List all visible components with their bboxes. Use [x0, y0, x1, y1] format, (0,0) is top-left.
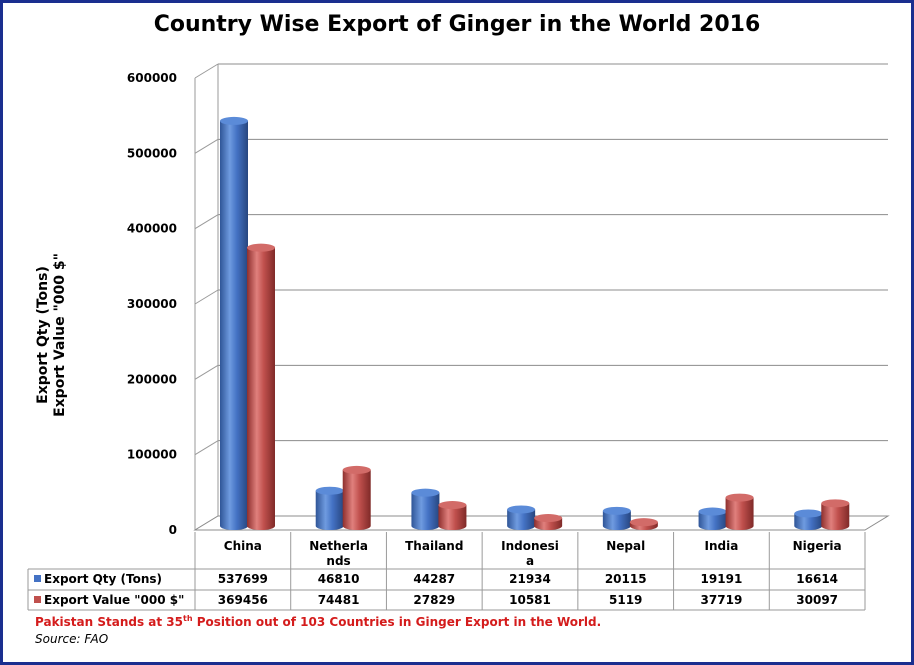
bar-top [507, 505, 536, 514]
bar-export-value [534, 514, 563, 530]
bar-export-qty [315, 486, 344, 530]
bar-top [821, 499, 850, 508]
y-tick-label: 400000 [127, 222, 177, 236]
data-label: 30097 [796, 593, 838, 607]
bar-top [534, 514, 563, 523]
bar-top [698, 507, 727, 516]
y-tick-label: 500000 [127, 146, 177, 160]
bar-top [411, 488, 440, 497]
data-label: 21934 [509, 572, 551, 586]
bar-export-value [725, 493, 754, 530]
category-label: China [224, 539, 262, 553]
source-note: Source: FAO [35, 632, 109, 646]
bar-top [794, 509, 823, 518]
legend-label: Export Qty (Tons) [44, 572, 162, 586]
legend-key [34, 575, 41, 582]
category-label: Nigeria [793, 539, 842, 553]
data-label: 19191 [701, 572, 743, 586]
bar-top [247, 243, 275, 252]
data-label: 16614 [796, 572, 838, 586]
data-label: 74481 [318, 593, 360, 607]
bar-export-qty [698, 507, 727, 530]
bar-top [220, 116, 248, 125]
data-label: 37719 [701, 593, 743, 607]
bar-top [315, 486, 344, 495]
bar-body [247, 247, 275, 530]
data-label: 10581 [509, 593, 551, 607]
bar-export-qty [507, 505, 536, 530]
data-label: 46810 [318, 572, 360, 586]
data-label: 537699 [218, 572, 268, 586]
bar-body [315, 490, 344, 530]
category-label: Nepal [606, 539, 645, 553]
y-tick-label: 300000 [127, 297, 177, 311]
bar-body [220, 120, 248, 531]
category-label: India [705, 539, 739, 553]
side-gridline [194, 289, 219, 305]
bar-top [438, 501, 467, 510]
footnote-before: Pakistan Stands at 35 [35, 615, 184, 629]
bar-export-value [629, 518, 658, 530]
bar-body [438, 505, 467, 530]
data-label: 5119 [609, 593, 642, 607]
bar-body [698, 511, 727, 530]
legend-key [34, 596, 41, 603]
data-label: 20115 [605, 572, 647, 586]
y-tick-label: 100000 [127, 448, 177, 462]
bar-body [342, 469, 371, 530]
bar-export-value [438, 501, 467, 530]
category-label: a [526, 554, 534, 568]
category-label: Thailand [405, 539, 463, 553]
bars-layer [220, 116, 850, 531]
side-gridline [194, 138, 219, 154]
category-label: Netherla [309, 539, 368, 553]
bar-top [342, 465, 371, 474]
bar-body [794, 513, 823, 530]
bar-body [725, 497, 754, 530]
side-gridline [194, 440, 219, 456]
bar-top [725, 493, 754, 502]
footnote: Pakistan Stands at 35th Position out of … [35, 614, 601, 629]
data-label: 369456 [218, 593, 268, 607]
footnote-after: Position out of 103 Countries in Ginger … [192, 615, 602, 629]
side-gridline [194, 214, 219, 230]
bar-body [821, 503, 850, 530]
data-label: 27829 [413, 593, 455, 607]
bar-top [602, 506, 631, 515]
chart-title: Country Wise Export of Ginger in the Wor… [153, 12, 761, 37]
bar-export-value [821, 499, 850, 530]
side-gridline [194, 63, 219, 79]
side-gridline [194, 364, 219, 380]
bar-body [411, 492, 440, 530]
bar-export-qty [794, 509, 823, 530]
y-tick-label: 0 [169, 523, 177, 537]
bar-export-qty [411, 488, 440, 530]
bar-export-value [342, 465, 371, 530]
bar-body [507, 509, 536, 530]
y-tick-label: 200000 [127, 372, 177, 386]
bar-body [602, 510, 631, 530]
bar-export-qty [602, 506, 631, 530]
y-tick-label: 600000 [127, 71, 177, 85]
bar-top [629, 518, 658, 527]
footnote-sup: th [183, 614, 193, 623]
category-label: nds [326, 554, 350, 568]
legend-label: Export Value "000 $" [44, 593, 184, 607]
bar-export-qty [220, 116, 248, 531]
bar-export-value [247, 243, 275, 530]
data-label: 44287 [413, 572, 455, 586]
category-label: Indonesi [501, 539, 559, 553]
